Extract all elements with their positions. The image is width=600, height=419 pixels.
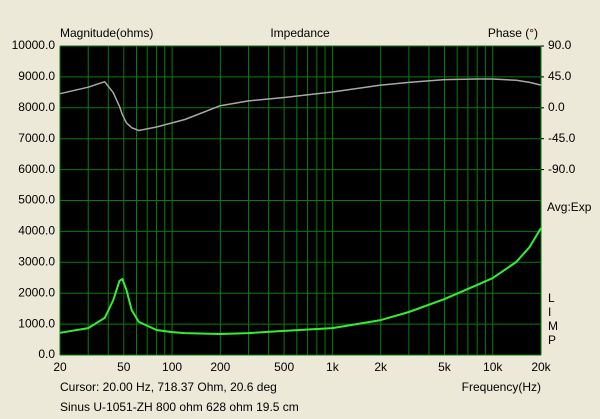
y2-tick-label: -90.0 — [548, 162, 576, 176]
y2-tick-label: 0.0 — [548, 100, 565, 114]
y-tick-label: 9000.0 — [18, 69, 55, 83]
y2-tick-label: -45.0 — [548, 131, 576, 145]
y-tick-label: 8000.0 — [18, 100, 55, 114]
x-axis-label: Frequency(Hz) — [462, 380, 541, 394]
footer: Sinus U-1051-ZH 800 ohm 628 ohm 19.5 cm — [60, 400, 299, 414]
x-tick-label: 20k — [531, 360, 551, 374]
y-tick-label: 7000.0 — [18, 131, 55, 145]
y-tick-label: 0.0 — [38, 347, 55, 361]
y-tick-label: 10000.0 — [12, 38, 56, 52]
side-letter: L — [548, 291, 555, 305]
series-line — [59, 78, 542, 132]
side-label: Avg:Exp — [547, 200, 592, 214]
y-tick-label: 5000.0 — [18, 193, 55, 207]
x-tick-label: 100 — [162, 360, 182, 374]
x-tick-label: 200 — [210, 360, 230, 374]
x-tick-label: 10k — [483, 360, 503, 374]
x-tick-label: 500 — [274, 360, 294, 374]
chart-title: Impedance — [270, 26, 330, 40]
x-tick-label: 20 — [53, 360, 67, 374]
y-tick-label: 4000.0 — [18, 224, 55, 238]
x-tick-label: 2k — [374, 360, 388, 374]
side-letter: M — [548, 319, 558, 333]
x-tick-label: 1k — [326, 360, 340, 374]
y2-tick-label: 90.0 — [548, 38, 572, 52]
y-axis-label: Magnitude(ohms) — [60, 26, 153, 40]
side-letter: I — [548, 305, 551, 319]
series-line — [59, 227, 542, 335]
y-tick-label: 3000.0 — [18, 254, 55, 268]
side-letter: P — [548, 333, 556, 347]
y-tick-label: 6000.0 — [18, 162, 55, 176]
y-tick-label: 1000.0 — [18, 316, 55, 330]
x-tick-label: 50 — [117, 360, 131, 374]
cursor-text: Cursor: 20.00 Hz, 718.37 Ohm, 20.6 deg — [60, 380, 277, 394]
y2-axis-label: Phase (°) — [488, 26, 538, 40]
y2-tick-label: 45.0 — [548, 69, 572, 83]
x-tick-label: 5k — [438, 360, 452, 374]
y-tick-label: 2000.0 — [18, 285, 55, 299]
